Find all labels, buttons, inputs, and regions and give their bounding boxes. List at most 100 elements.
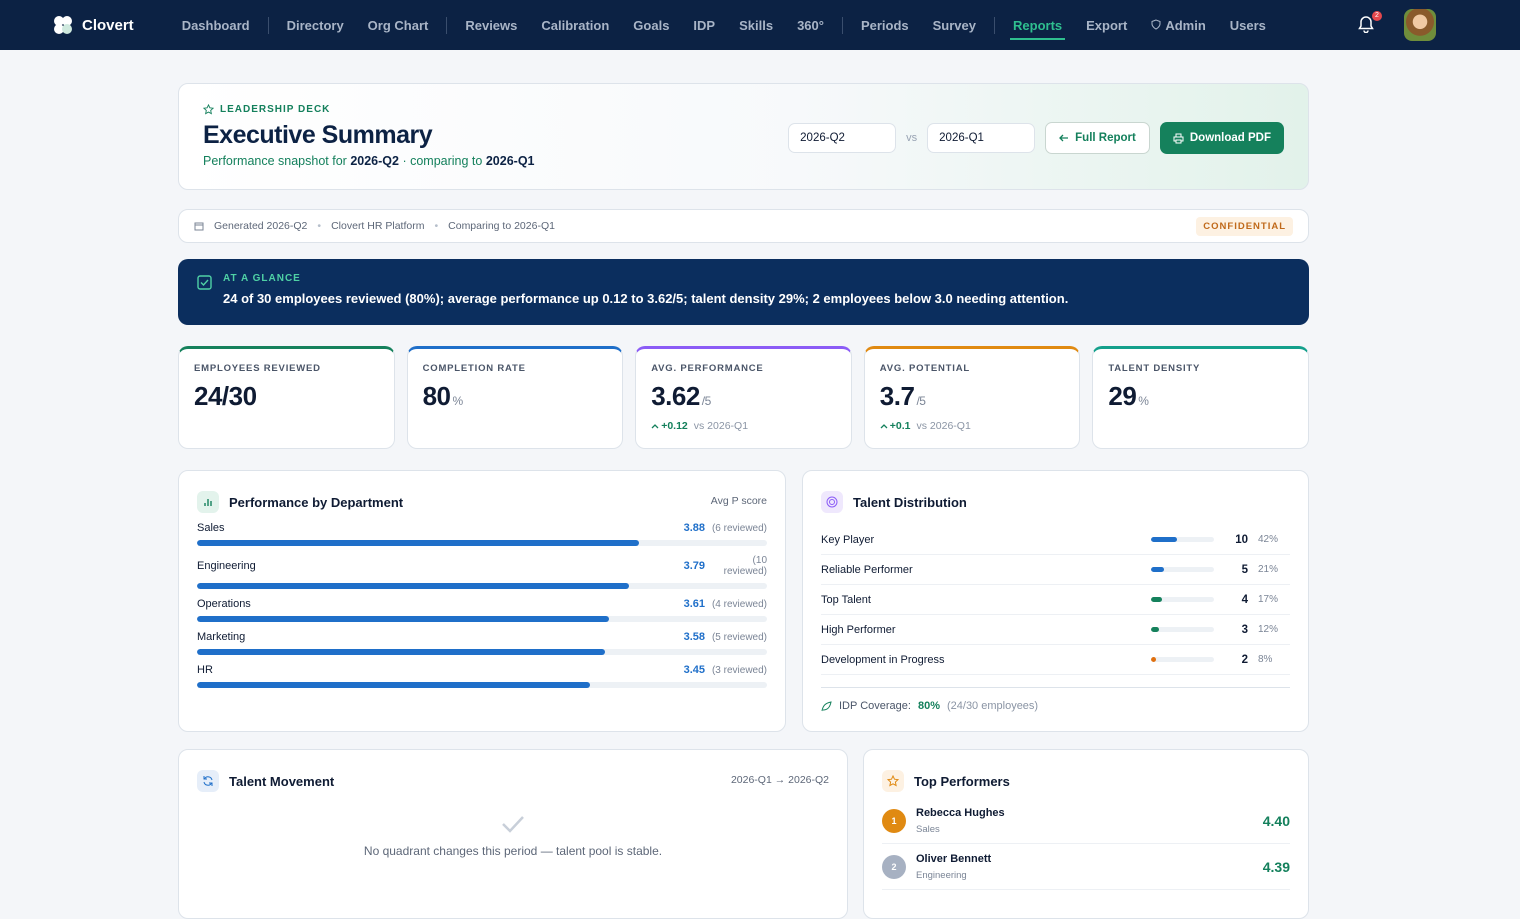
nav-link[interactable]: IDP: [693, 3, 715, 48]
department-list: Sales 3.88 (6 reviewed) Engineering 3.79 (10 …: [197, 522, 767, 688]
bar: [197, 616, 609, 622]
nav-link[interactable]: Reviews: [465, 3, 517, 48]
nav-link[interactable]: Reports: [1010, 3, 1066, 48]
compare-select[interactable]: 2026-Q1: [927, 123, 1036, 153]
notifications[interactable]: [1358, 15, 1374, 33]
delta-compare: vs 2026-Q1: [916, 420, 971, 432]
kpi-value-row: 3.62/5: [651, 381, 836, 412]
nav-label: Reviews: [465, 17, 518, 33]
nav-link[interactable]: Admin: [1151, 3, 1206, 48]
department-header: Sales 3.88 (6 reviewed): [197, 522, 767, 534]
glance-banner: AT A GLANCE 24 of 30 employees reviewed …: [178, 259, 1309, 325]
chart-icon: [197, 491, 219, 513]
talent-name: Key Player: [821, 533, 875, 546]
kpi-label: AVG. POTENTIAL: [879, 363, 970, 374]
controls: 2026-Q2 vs 2026-Q1 Full Report Download …: [788, 122, 1284, 154]
subtitle: Performance snapshot for 2026-Q2 · compa…: [203, 154, 1284, 168]
bar: [197, 540, 640, 546]
card-header: Performance by Department: [197, 491, 767, 513]
page-title: Executive Summary: [203, 121, 433, 149]
department-reviewed: (6 reviewed): [711, 522, 767, 534]
talent-name: High Performer: [821, 623, 896, 636]
glance-text: 24 of 30 employees reviewed (80%); avera…: [223, 291, 1069, 306]
full-report-button[interactable]: Full Report: [1045, 122, 1150, 154]
nav-label: Export: [1086, 17, 1128, 33]
up-arrow: [880, 424, 888, 429]
brand[interactable]: Clovert: [52, 14, 134, 36]
kpi-row: EMPLOYEES REVIEWED 24/30 COMPLETION RATE 80…: [178, 346, 1309, 449]
kpi-label: TALENT DENSITY: [1108, 363, 1201, 374]
target: [826, 496, 838, 508]
performer-row[interactable]: 1 Rebecca Hughes Sales 4.40: [882, 798, 1290, 844]
department-header: Engineering 3.79 (10 reviewed): [197, 555, 767, 577]
subtitle-text: Performance snapshot for: [203, 154, 347, 168]
kpi-unit: /5: [701, 394, 712, 408]
talent-row: Reliable Performer 5 21%: [821, 555, 1290, 585]
avatar[interactable]: [1404, 9, 1436, 41]
department-row: Operations 3.61 (4 reviewed): [197, 598, 767, 622]
nav-link[interactable]: Survey: [933, 3, 976, 48]
kpi-unit: /5: [916, 394, 926, 408]
department-row: Sales 3.88 (6 reviewed): [197, 522, 767, 546]
check-icon: [197, 275, 212, 290]
kpi-value: 24/30: [194, 381, 257, 411]
department-name: Sales: [197, 522, 225, 534]
talent-row: Top Talent 4 17%: [821, 585, 1290, 615]
card-header: Talent Distribution: [821, 491, 1290, 513]
performer-dept: Sales: [916, 823, 940, 835]
kpi-value-row: 80%: [423, 381, 608, 412]
bar-track: [197, 583, 767, 589]
nav-label: Org Chart: [367, 17, 429, 33]
notification-badge: 2: [1372, 11, 1382, 21]
nav-link[interactable]: Users: [1230, 3, 1266, 48]
nav-label: Reports: [1013, 17, 1063, 33]
department-card: Performance by Department Avg P score Sa…: [178, 470, 786, 732]
performer-info: Oliver Bennett Engineering: [916, 853, 991, 881]
talent-percent: 8%: [1258, 654, 1273, 665]
nav-label: Calibration: [541, 17, 610, 33]
period-select[interactable]: 2026-Q2: [788, 123, 897, 153]
download-button[interactable]: Download PDF: [1159, 122, 1284, 154]
card-header: Top Performers: [882, 770, 1290, 792]
department-name: Operations: [197, 598, 251, 610]
mini-track: [1151, 537, 1214, 542]
performer-row[interactable]: 2 Oliver Bennett Engineering 4.39: [882, 844, 1290, 890]
nav-link[interactable]: Directory: [287, 3, 344, 48]
nav-link[interactable]: Dashboard: [182, 3, 250, 48]
talent-count: 4: [1241, 593, 1248, 606]
target-icon: [821, 491, 843, 513]
nav-label: Goals: [633, 17, 670, 33]
nav-link[interactable]: Org Chart: [368, 3, 429, 48]
nav-link[interactable]: Calibration: [541, 3, 609, 48]
nav-link[interactable]: Export: [1086, 3, 1127, 48]
kpi-value: 3.7: [879, 381, 915, 411]
shield-icon: [1151, 18, 1161, 30]
idp-detail: (24/30 employees): [946, 700, 1039, 712]
department-name: HR: [197, 664, 213, 676]
nav-link[interactable]: Skills: [739, 3, 773, 48]
separator: •: [434, 220, 439, 232]
nav-label: Skills: [739, 17, 774, 33]
performer-list: 1 Rebecca Hughes Sales 4.40 2 Oliver Bennett E…: [882, 798, 1290, 890]
idp-value: 80%: [917, 700, 940, 712]
rank-badge: 2: [882, 854, 906, 879]
delta-value: +0.12: [661, 420, 688, 432]
department-score: 3.45: [683, 664, 705, 676]
mini-bar: [1151, 597, 1162, 602]
talent-percent: 17%: [1258, 594, 1279, 605]
header-card: LEADERSHIP DECK Executive Summary Perfor…: [178, 83, 1309, 190]
kpi-card: AVG. POTENTIAL 3.7/5 +0.1 vs 2026-Q1: [863, 346, 1081, 449]
kpi-delta: +0.1 vs 2026-Q1: [880, 420, 1065, 432]
performer-name: Rebecca Hughes: [916, 806, 1005, 819]
nav-link[interactable]: Periods: [861, 3, 909, 48]
talent-count: 2: [1241, 653, 1248, 666]
nav-link[interactable]: Goals: [633, 3, 669, 48]
leaf-icon: [821, 700, 832, 711]
nav-link[interactable]: 360°: [797, 3, 824, 48]
talent-count: 3: [1241, 623, 1248, 636]
eyebrow-text: LEADERSHIP DECK: [220, 104, 331, 115]
nav-separator: [994, 16, 996, 34]
up-arrow: [651, 424, 659, 429]
performer-dept: Engineering: [916, 869, 967, 881]
department-reviewed: (3 reviewed): [711, 664, 767, 676]
